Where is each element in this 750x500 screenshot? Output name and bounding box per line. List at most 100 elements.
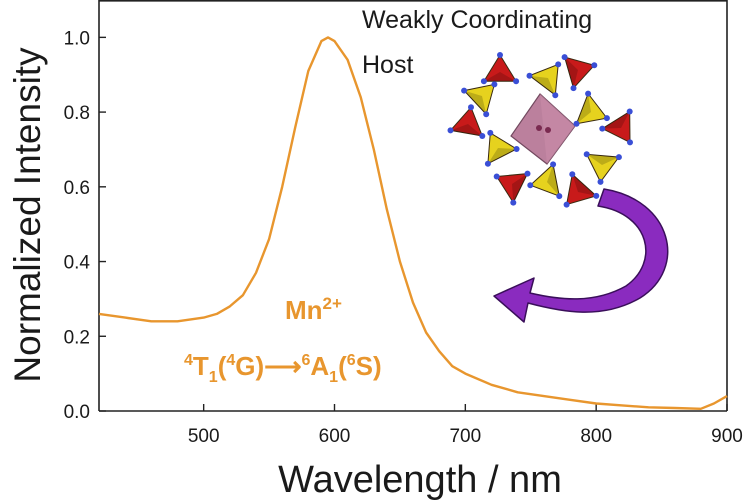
transition-open2: ( [338,351,347,381]
x-tick-label-800: 800 [580,426,612,447]
atom-9-1 [513,146,520,152]
transition-close2: ) [373,351,382,381]
atom-11-2 [461,87,468,94]
transition-s: S [356,351,373,381]
atom-2-1 [570,85,577,92]
atom-8-2 [510,199,517,206]
tetrahedron-shade-1 [529,75,556,96]
atom-5-0 [597,178,604,185]
y-axis-ticks: 0.0 0.2 0.4 0.6 0.8 1.0 [64,28,106,423]
transition-pre3: 6 [301,352,310,369]
atom-1-0 [555,61,562,68]
atom-4-2 [626,108,633,115]
transition-a: A [310,351,329,381]
tetrahedron-shade-7 [547,164,560,197]
tetrahedron-10 [449,106,484,137]
atom-6-2 [593,192,600,199]
tetrahedron-shade-9 [487,148,517,164]
tetrahedron-5 [585,153,620,183]
inset-title-line1: Weakly Coordinating [362,6,592,34]
atom-4-1 [599,125,606,132]
atom-6-0 [563,201,570,208]
tetrahedron-3 [575,92,608,125]
x-tick-label-500: 500 [188,426,220,447]
tetrahedron-2 [563,56,596,90]
atom-0-1 [513,78,520,85]
atom-8-0 [493,173,500,180]
atom-10-0 [468,104,474,111]
atom-10-1 [479,133,486,139]
y-tick-label-5: 1.0 [64,28,90,49]
y-tick-label-0: 0.0 [64,402,90,423]
inset-title-line2: Host [362,51,413,79]
annotation-ion-base: Mn [285,295,323,325]
atom-3-1 [573,120,580,127]
y-tick-label-1: 0.2 [64,327,90,348]
annotation-ion: Mn2+ [285,294,342,325]
transition-arrow: ⟶ [264,351,301,381]
atom-6-1 [569,171,576,178]
atom-8-1 [524,170,531,177]
x-tick-label-700: 700 [449,426,481,447]
tetrahedron-shade-0 [483,72,517,82]
atom-9-2 [484,160,491,167]
transition-pre2: 4 [226,352,235,369]
transition-t: T [193,351,209,381]
atom-0-0 [497,52,503,58]
transition-open1: ( [218,351,227,381]
x-tick-label-600: 600 [319,426,351,447]
atom-7-2 [556,193,563,200]
transition-g: G [235,351,255,381]
tetrahedron-shade-3 [576,93,591,124]
atom-7-0 [527,182,534,189]
atom-5-1 [583,151,590,158]
atom-2-0 [591,62,598,69]
tetrahedron-shade-11 [464,90,487,115]
series-line-mn2-emission [98,36,728,410]
tetrahedron-11 [463,83,496,116]
y-tick-label-3: 0.6 [64,178,90,199]
atom-11-1 [483,111,490,118]
tetrahedron-shade-8 [512,173,528,203]
tetrahedron-6 [565,173,598,206]
tetrahedron-shade-2 [564,57,578,89]
tetrahedron-9 [487,132,518,165]
x-axis-title: Wavelength / nm [278,459,562,500]
tetrahedron-shade-10 [450,124,483,136]
crystal-structure-icon [447,52,633,208]
x-tick-label-900: 900 [711,426,743,447]
atom-11-0 [491,81,498,88]
atom-4-0 [627,139,633,146]
atom-3-0 [603,115,610,122]
transition-sub2: 1 [329,369,338,386]
octahedron-face [540,94,575,164]
curved-arrow-icon [493,188,669,323]
atom-1-2 [526,72,533,79]
y-tick-label-2: 0.4 [64,253,91,274]
tetrahedron-8 [495,173,529,204]
atom-1-1 [552,92,559,99]
atom-10-2 [447,127,454,134]
transition-sub1: 1 [209,369,218,386]
y-tick-label-4: 0.8 [64,103,90,124]
atom-3-2 [585,90,592,97]
tetrahedron-shade-4 [602,111,630,129]
x-axis-ticks: 500 600 700 800 900 [188,404,743,447]
tetrahedron-shade-6 [572,174,597,196]
tetrahedron-4 [601,110,631,144]
atom-9-0 [487,129,494,136]
annotation-transition: 4T1(4G)⟶6A1(6S) [184,351,382,386]
atom-0-2 [480,78,487,85]
transition-pre4: 6 [347,352,356,369]
tetrahedron-1 [528,63,559,97]
y-axis-title: Normalized Intensity [7,47,48,383]
atom-5-2 [615,154,622,161]
atom-7-1 [550,161,557,168]
transition-pre1: 4 [184,352,193,369]
transition-close1: ) [256,351,265,381]
tetrahedron-7 [529,163,560,197]
tetrahedron-0 [483,54,517,82]
annotation-ion-charge: 2+ [323,294,342,313]
